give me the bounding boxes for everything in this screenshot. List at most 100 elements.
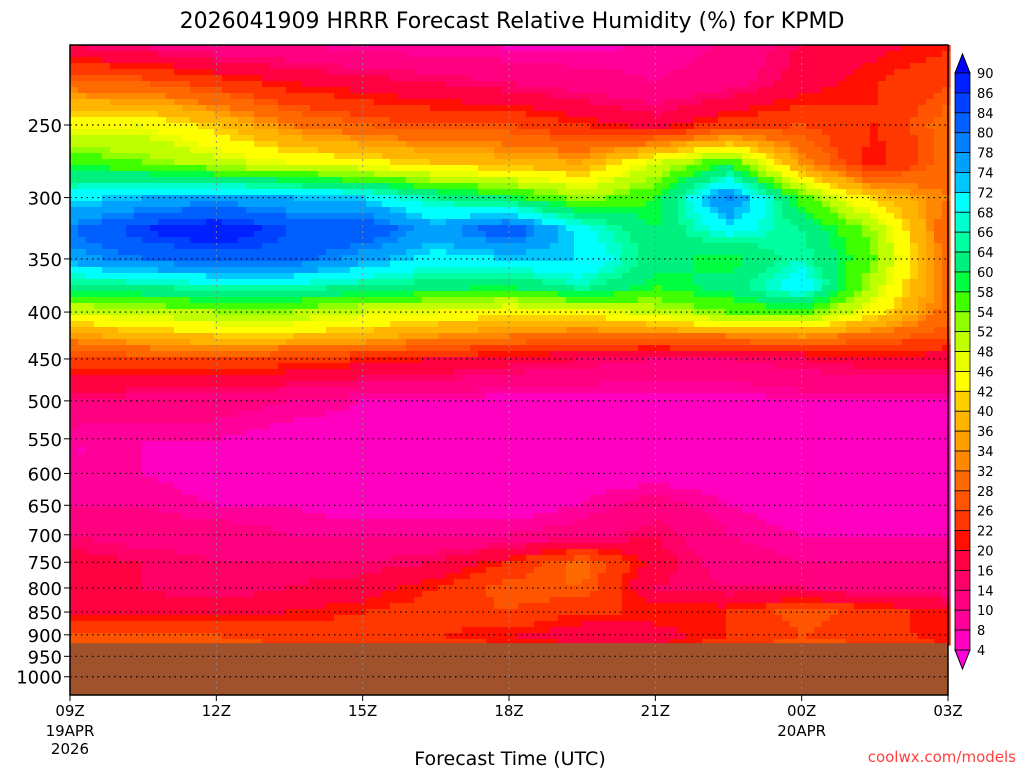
heatmap-cell xyxy=(830,165,839,172)
heatmap-cell xyxy=(142,261,151,268)
heatmap-cell xyxy=(286,261,295,268)
heatmap-cell xyxy=(286,207,295,214)
heatmap-cell xyxy=(510,81,519,88)
heatmap-cell xyxy=(102,87,111,94)
heatmap-cell xyxy=(182,69,191,76)
heatmap-cell xyxy=(926,273,935,280)
heatmap-cell xyxy=(542,213,551,220)
heatmap-cell xyxy=(214,117,223,124)
heatmap-cell xyxy=(302,69,311,76)
heatmap-cell xyxy=(294,207,303,214)
heatmap-cell xyxy=(566,117,575,124)
heatmap-cell xyxy=(838,183,847,190)
heatmap-cell xyxy=(750,111,759,118)
heatmap-cell xyxy=(110,159,119,166)
heatmap-cell xyxy=(654,201,663,208)
heatmap-cell xyxy=(614,219,623,226)
heatmap-cell xyxy=(862,303,871,310)
heatmap-cell xyxy=(238,69,247,76)
heatmap-cell xyxy=(86,201,95,208)
heatmap-cell xyxy=(342,153,351,160)
heatmap-cell xyxy=(286,153,295,160)
heatmap-cell xyxy=(750,225,759,232)
heatmap-cell xyxy=(366,243,375,250)
heatmap-cell xyxy=(878,99,887,106)
heatmap-cell xyxy=(806,81,815,88)
heatmap-cell xyxy=(686,189,695,196)
heatmap-cell xyxy=(438,147,447,154)
heatmap-cell xyxy=(134,87,143,94)
heatmap-cell xyxy=(414,123,423,130)
heatmap-cell xyxy=(654,273,663,280)
heatmap-cell xyxy=(662,219,671,226)
heatmap-cell xyxy=(582,81,591,88)
heatmap-cell xyxy=(254,141,263,148)
heatmap-cell xyxy=(454,231,463,238)
heatmap-cell xyxy=(574,273,583,280)
heatmap-cell xyxy=(310,171,319,178)
heatmap-cell xyxy=(390,111,399,118)
heatmap-cell xyxy=(142,111,151,118)
heatmap-cell xyxy=(846,75,855,82)
heatmap-cell xyxy=(734,195,743,202)
heatmap-cell xyxy=(438,183,447,190)
heatmap-cell xyxy=(918,63,927,70)
heatmap-cell xyxy=(94,63,103,70)
heatmap-cell xyxy=(102,267,111,274)
heatmap-cell xyxy=(758,213,767,220)
heatmap-cell xyxy=(910,195,919,202)
heatmap-cell xyxy=(550,213,559,220)
heatmap-cell xyxy=(590,285,599,292)
heatmap-cell xyxy=(94,153,103,160)
heatmap-cell xyxy=(734,249,743,256)
heatmap-cell xyxy=(574,201,583,208)
heatmap-cell xyxy=(694,243,703,250)
heatmap-cell xyxy=(862,81,871,88)
heatmap-cell xyxy=(662,309,671,316)
heatmap-cell xyxy=(94,291,103,298)
heatmap-cell xyxy=(862,201,871,208)
heatmap-cell xyxy=(886,207,895,214)
heatmap-cell xyxy=(766,93,775,100)
heatmap-cell xyxy=(694,129,703,136)
heatmap-cell xyxy=(790,141,799,148)
heatmap-cell xyxy=(174,75,183,82)
heatmap-cell xyxy=(558,135,567,142)
heatmap-cell xyxy=(414,159,423,166)
heatmap-cell xyxy=(158,309,167,316)
heatmap-cell xyxy=(926,153,935,160)
heatmap-cell xyxy=(654,207,663,214)
heatmap-cell xyxy=(750,81,759,88)
heatmap-cell xyxy=(166,177,175,184)
heatmap-cell xyxy=(574,111,583,118)
heatmap-cell xyxy=(678,237,687,244)
heatmap-cell xyxy=(670,63,679,70)
heatmap-cell xyxy=(750,117,759,124)
heatmap-cell xyxy=(542,261,551,268)
heatmap-cell xyxy=(406,207,415,214)
heatmap-cell xyxy=(342,201,351,208)
heatmap-cell xyxy=(486,105,495,112)
heatmap-cell xyxy=(774,303,783,310)
heatmap-cell xyxy=(134,141,143,148)
heatmap-cell xyxy=(766,57,775,64)
heatmap-cell xyxy=(542,153,551,160)
heatmap-cell xyxy=(782,165,791,172)
heatmap-cell xyxy=(838,129,847,136)
heatmap-cell xyxy=(358,105,367,112)
heatmap-cell xyxy=(302,219,311,226)
heatmap-cell xyxy=(166,249,175,256)
heatmap-cell xyxy=(478,237,487,244)
heatmap-cell xyxy=(278,249,287,256)
heatmap-cell xyxy=(350,177,359,184)
heatmap-cell xyxy=(718,273,727,280)
heatmap-cell xyxy=(102,57,111,64)
heatmap-cell xyxy=(750,183,759,190)
heatmap-cell xyxy=(126,105,135,112)
heatmap-cell xyxy=(830,81,839,88)
heatmap-cell xyxy=(662,231,671,238)
heatmap-cell xyxy=(526,69,535,76)
heatmap-cell xyxy=(382,147,391,154)
heatmap-cell xyxy=(910,183,919,190)
heatmap-cell xyxy=(150,303,159,310)
